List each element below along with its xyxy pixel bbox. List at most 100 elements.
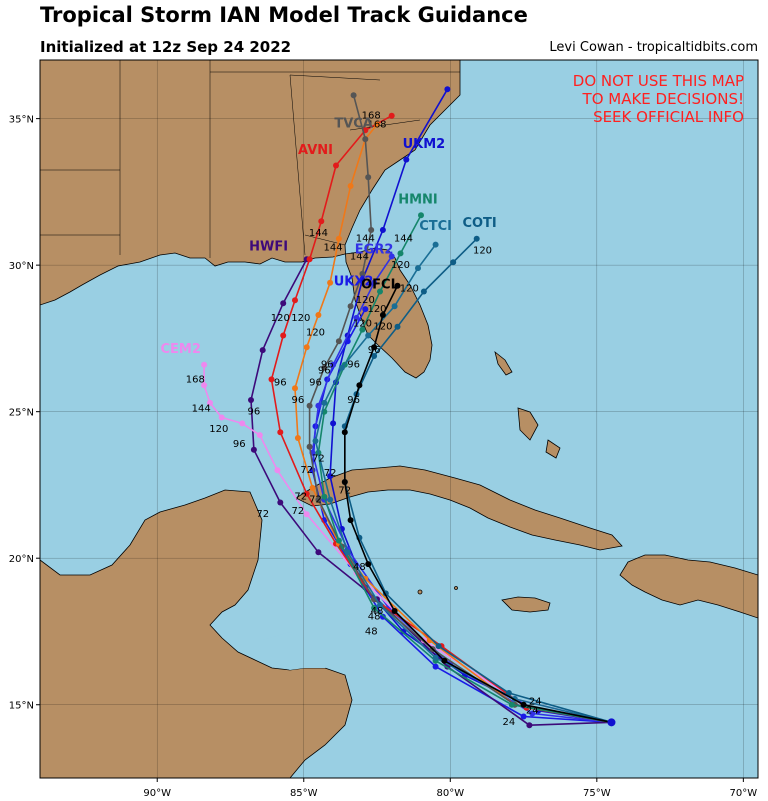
track-point bbox=[256, 432, 263, 439]
track-point bbox=[315, 312, 322, 318]
hour-label: 96 bbox=[368, 345, 381, 356]
chart-title: Tropical Storm IAN Model Track Guidance bbox=[40, 3, 528, 27]
hour-label: 120 bbox=[367, 304, 386, 315]
warning-line-2: TO MAKE DECISIONS! bbox=[582, 90, 744, 108]
hour-label: 120 bbox=[271, 313, 290, 324]
track-point bbox=[315, 549, 322, 556]
track-point bbox=[394, 323, 401, 330]
track-point bbox=[280, 300, 287, 307]
track-point bbox=[371, 279, 378, 286]
track-point bbox=[368, 227, 375, 233]
hour-label: 72 bbox=[324, 468, 337, 479]
hour-label: 168 bbox=[362, 111, 381, 122]
hour-label: 72 bbox=[300, 465, 313, 476]
hour-label: 72 bbox=[256, 509, 269, 520]
track-point bbox=[379, 227, 386, 233]
track-point bbox=[312, 438, 319, 444]
hour-label: 168 bbox=[367, 119, 386, 130]
hour-label: 96 bbox=[248, 407, 261, 418]
landmass-bahamas-1 bbox=[494, 350, 513, 376]
hour-label: 144 bbox=[324, 243, 343, 254]
warning-text: DO NOT USE THIS MAP TO MAKE DECISIONS! S… bbox=[573, 72, 744, 126]
track-point bbox=[418, 212, 424, 219]
hour-label: 72 bbox=[292, 506, 305, 517]
track-point bbox=[338, 364, 345, 371]
track-point bbox=[239, 420, 246, 427]
track-point bbox=[306, 256, 313, 263]
track-point bbox=[394, 282, 401, 289]
track-point bbox=[333, 162, 339, 169]
warning-line-3: SEEK OFFICIAL INFO bbox=[593, 108, 744, 126]
track-point bbox=[303, 511, 310, 518]
landmass-jamaica bbox=[501, 596, 551, 613]
track-point bbox=[435, 643, 442, 650]
hour-label: 96 bbox=[318, 366, 331, 377]
track-point bbox=[303, 490, 310, 497]
model-label-hmni: HMNI bbox=[398, 193, 438, 208]
track-point bbox=[505, 690, 512, 696]
track-point bbox=[248, 397, 254, 403]
hour-label: 72 bbox=[309, 495, 322, 506]
track-point bbox=[321, 364, 328, 371]
landmass-cuba bbox=[295, 465, 623, 551]
track-point bbox=[432, 241, 439, 248]
hour-label: 72 bbox=[338, 486, 351, 497]
model-label-ukm2: UKM2 bbox=[403, 137, 446, 152]
track-point bbox=[306, 443, 313, 450]
track-point bbox=[259, 347, 266, 354]
warning-line-1: DO NOT USE THIS MAP bbox=[573, 72, 744, 90]
track-point bbox=[508, 701, 515, 708]
hour-label: 120 bbox=[209, 424, 228, 435]
credit-text: Levi Cowan - tropicaltidbits.com bbox=[549, 40, 758, 55]
hour-label: 144 bbox=[394, 234, 413, 245]
land-masses bbox=[40, 60, 758, 778]
track-point bbox=[356, 382, 363, 389]
track-point bbox=[201, 382, 208, 389]
track-point bbox=[201, 361, 208, 368]
track-point bbox=[292, 297, 298, 304]
hour-label: 120 bbox=[353, 319, 372, 330]
lat-tick-label: 20°N bbox=[9, 554, 34, 565]
track-point bbox=[365, 561, 372, 568]
track-point bbox=[420, 288, 427, 295]
track-point bbox=[280, 332, 287, 339]
hour-label: 72 bbox=[312, 454, 325, 465]
model-label-coti: COTI bbox=[462, 216, 496, 231]
hour-label: 96 bbox=[321, 360, 334, 371]
start-point bbox=[607, 718, 616, 727]
track-point bbox=[388, 112, 395, 119]
hour-label: 96 bbox=[274, 377, 287, 388]
gulf-honduras-water bbox=[262, 632, 345, 670]
landmass-usa bbox=[40, 60, 461, 379]
hour-label: 96 bbox=[347, 395, 360, 406]
hour-label: 120 bbox=[473, 245, 492, 256]
track-point bbox=[315, 496, 322, 503]
track-point bbox=[359, 270, 366, 277]
hour-label: 96 bbox=[292, 395, 305, 406]
track-point bbox=[335, 537, 342, 544]
hour-label: 120 bbox=[306, 328, 325, 339]
track-point bbox=[277, 429, 284, 436]
lon-tick-label: 70°W bbox=[730, 788, 758, 799]
landmass-mexico bbox=[40, 489, 353, 778]
track-point bbox=[432, 654, 439, 661]
hour-label: 144 bbox=[309, 228, 328, 239]
track-point bbox=[306, 402, 313, 409]
model-label-egr2: EGR2 bbox=[355, 242, 394, 257]
track-point bbox=[371, 353, 378, 359]
track-point bbox=[362, 306, 369, 313]
track-point bbox=[344, 549, 351, 556]
lat-tick-label: 35°N bbox=[9, 115, 34, 126]
track-point bbox=[218, 414, 225, 421]
map-frame bbox=[39, 59, 759, 779]
hour-label: 120 bbox=[391, 260, 410, 271]
lon-tick-label: 90°W bbox=[143, 788, 171, 799]
track-point bbox=[365, 332, 372, 339]
lon-tick-label: 85°W bbox=[290, 788, 318, 799]
hour-label: 48 bbox=[368, 612, 381, 623]
track-point bbox=[341, 429, 348, 436]
model-label-cem2: CEM2 bbox=[160, 342, 200, 357]
track-point bbox=[520, 701, 527, 708]
model-tracks bbox=[201, 86, 616, 729]
